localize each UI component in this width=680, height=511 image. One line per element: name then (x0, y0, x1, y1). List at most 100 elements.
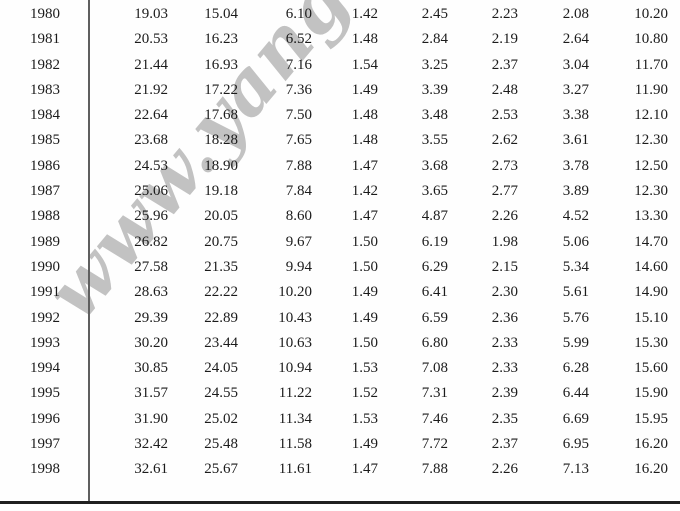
value-cell: 15.04 (204, 6, 238, 22)
value-cell: 3.68 (421, 157, 448, 174)
value-cell: 10.94 (278, 360, 312, 377)
value-cell: 5.34 (562, 258, 589, 275)
value-cell: 1.50 (351, 334, 378, 351)
value-cell: 1.47 (351, 461, 378, 478)
value-cell: 16.20 (634, 461, 668, 478)
value-cell: 25.06 (134, 183, 168, 200)
year-cell: 1997 (30, 436, 60, 453)
value-cell: 6.44 (562, 385, 589, 402)
value-cell: 25.48 (204, 436, 238, 453)
value-cell: 12.30 (634, 183, 668, 200)
value-cell: 15.95 (634, 410, 668, 427)
table-row: 1986 24.53 18.90 7.88 1.47 3.68 2.73 3.78 12.50 (0, 154, 680, 179)
value-cell: 5.06 (562, 233, 589, 250)
year-cell: 1988 (30, 208, 60, 225)
value-cell: 6.28 (562, 360, 589, 377)
year-cell: 1989 (30, 233, 60, 250)
value-cell: 2.45 (421, 6, 448, 22)
value-cell: 3.25 (421, 56, 448, 73)
value-cell: 7.08 (421, 360, 448, 377)
value-cell: 20.05 (204, 208, 238, 225)
year-cell: 1980 (30, 6, 60, 22)
year-cell: 1995 (30, 385, 60, 402)
table-row: 1994 30.85 24.05 10.94 1.53 7.08 2.33 6.28 15.60 (0, 356, 680, 381)
value-cell: 28.63 (134, 284, 168, 301)
value-cell: 10.20 (634, 6, 668, 22)
value-cell: 1.48 (351, 132, 378, 149)
value-cell: 2.26 (491, 208, 518, 225)
table-row: 1992 29.39 22.89 10.43 1.49 6.59 2.36 5.76 15.10 (0, 306, 680, 331)
year-cell: 1983 (30, 81, 60, 98)
value-cell: 10.43 (278, 309, 312, 326)
value-cell: 9.94 (285, 258, 312, 275)
value-cell: 15.30 (634, 334, 668, 351)
table-row: 1990 27.58 21.35 9.94 1.50 6.29 2.15 5.34 14.60 (0, 255, 680, 280)
value-cell: 6.10 (285, 6, 312, 22)
value-cell: 25.02 (204, 410, 238, 427)
year-cell: 1991 (30, 284, 60, 301)
value-cell: 2.64 (562, 31, 589, 48)
value-cell: 1.47 (351, 208, 378, 225)
value-cell: 10.80 (634, 31, 668, 48)
value-cell: 7.88 (421, 461, 448, 478)
value-cell: 6.29 (421, 258, 448, 275)
value-cell: 32.42 (134, 436, 168, 453)
value-cell: 25.67 (204, 461, 238, 478)
value-cell: 3.38 (562, 107, 589, 124)
value-cell: 7.50 (285, 107, 312, 124)
year-cell: 1984 (30, 107, 60, 124)
value-cell: 3.65 (421, 183, 448, 200)
value-cell: 17.22 (204, 81, 238, 98)
year-column-divider-line (88, 0, 90, 502)
value-cell: 18.28 (204, 132, 238, 149)
value-cell: 11.58 (278, 436, 312, 453)
table-row: 1982 21.44 16.93 7.16 1.54 3.25 2.37 3.04 11.70 (0, 53, 680, 78)
value-cell: 6.41 (421, 284, 448, 301)
value-cell: 15.90 (634, 385, 668, 402)
table-row: 1983 21.92 17.22 7.36 1.49 3.39 2.48 3.27 11.90 (0, 78, 680, 103)
table-row: 1988 25.96 20.05 8.60 1.47 4.87 2.26 4.52 13.30 (0, 204, 680, 229)
value-cell: 21.92 (134, 81, 168, 98)
value-cell: 16.93 (204, 56, 238, 73)
value-cell: 1.53 (351, 410, 378, 427)
value-cell: 14.90 (634, 284, 668, 301)
value-cell: 15.10 (634, 309, 668, 326)
value-cell: 2.62 (491, 132, 518, 149)
year-cell: 1986 (30, 157, 60, 174)
value-cell: 1.48 (351, 107, 378, 124)
table-row: 1997 32.42 25.48 11.58 1.49 7.72 2.37 6.95 16.20 (0, 432, 680, 457)
year-cell: 1990 (30, 258, 60, 275)
value-cell: 1.48 (351, 31, 378, 48)
year-cell: 1993 (30, 334, 60, 351)
value-cell: 1.50 (351, 258, 378, 275)
value-cell: 7.72 (421, 436, 448, 453)
table-bottom-border (0, 501, 680, 504)
value-cell: 2.15 (491, 258, 518, 275)
value-cell: 19.03 (134, 6, 168, 22)
value-cell: 7.46 (421, 410, 448, 427)
value-cell: 23.44 (204, 334, 238, 351)
value-cell: 14.60 (634, 258, 668, 275)
value-cell: 3.78 (562, 157, 589, 174)
value-cell: 9.67 (285, 233, 312, 250)
value-cell: 2.23 (491, 6, 518, 22)
value-cell: 7.84 (285, 183, 312, 200)
value-cell: 16.20 (634, 436, 668, 453)
table-row: 1981 20.53 16.23 6.52 1.48 2.84 2.19 2.64 10.80 (0, 27, 680, 52)
value-cell: 1.98 (491, 233, 518, 250)
value-cell: 14.70 (634, 233, 668, 250)
value-cell: 2.48 (491, 81, 518, 98)
value-cell: 11.70 (634, 56, 668, 73)
value-cell: 22.22 (204, 284, 238, 301)
value-cell: 16.23 (204, 31, 238, 48)
value-cell: 22.64 (134, 107, 168, 124)
value-cell: 11.34 (278, 410, 312, 427)
value-cell: 7.16 (285, 56, 312, 73)
year-cell: 1998 (30, 461, 60, 478)
table-row: 1984 22.64 17.68 7.50 1.48 3.48 2.53 3.38 12.10 (0, 103, 680, 128)
value-cell: 2.33 (491, 360, 518, 377)
year-cell: 1992 (30, 309, 60, 326)
value-cell: 2.35 (491, 410, 518, 427)
value-cell: 2.37 (491, 56, 518, 73)
value-cell: 19.18 (204, 183, 238, 200)
